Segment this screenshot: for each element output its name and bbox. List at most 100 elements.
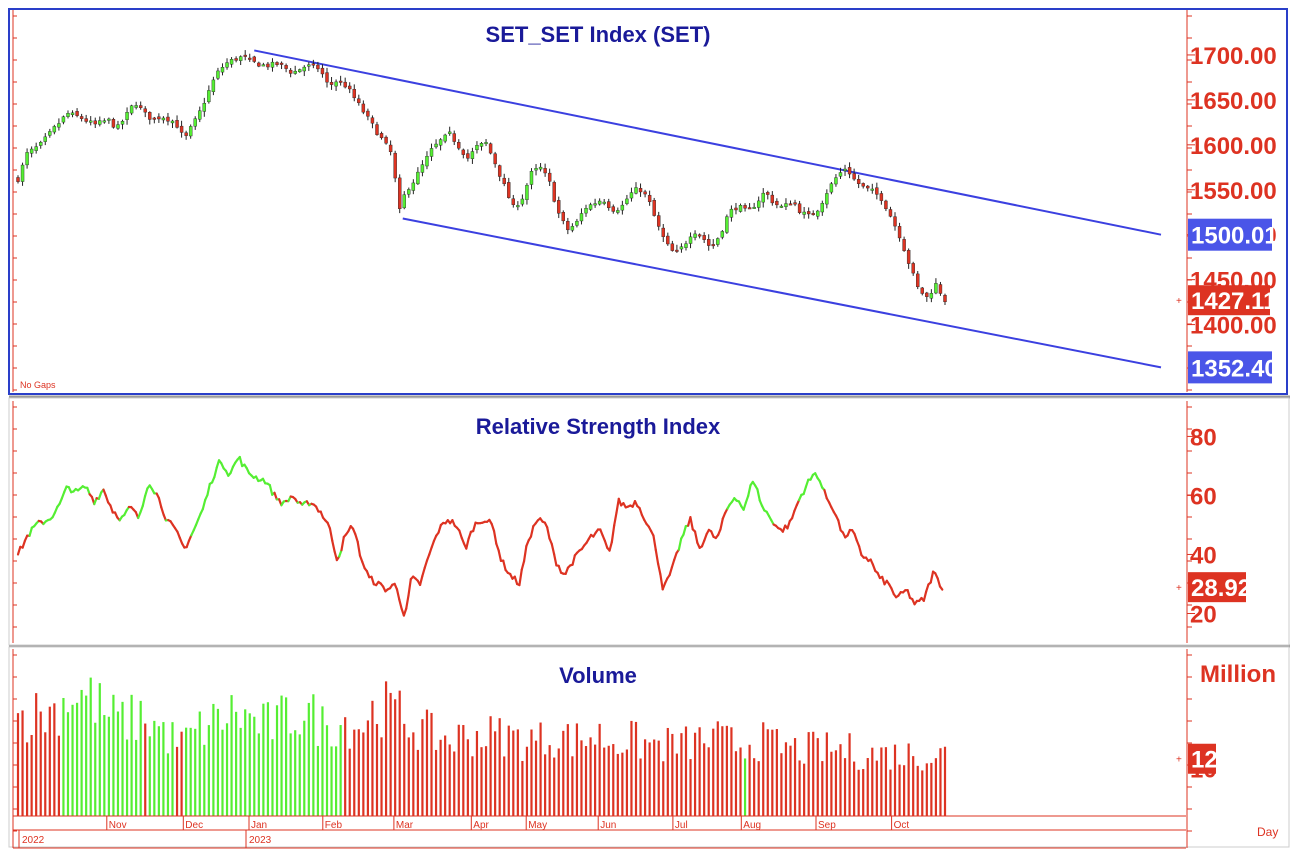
candle-body — [794, 203, 797, 205]
volume-bar — [194, 729, 196, 816]
volume-bar — [376, 724, 378, 816]
candle-body — [530, 171, 533, 184]
candle-body — [848, 167, 851, 174]
volume-bar — [567, 724, 569, 816]
volume-bar — [144, 724, 146, 816]
volume-bar — [844, 758, 846, 816]
volume-bar — [717, 721, 719, 816]
volume-bar — [417, 750, 419, 816]
volume-bar — [789, 746, 791, 816]
volume-bar — [167, 753, 169, 816]
candle-body — [930, 293, 933, 298]
price-note: No Gaps — [20, 380, 56, 390]
volume-bar — [121, 702, 123, 816]
volume-bar — [226, 723, 228, 816]
volume-bar — [253, 717, 255, 816]
candle-body — [775, 201, 778, 205]
volume-bar — [399, 691, 401, 816]
candle-body — [580, 213, 583, 221]
candle-body — [307, 65, 310, 67]
volume-bar — [217, 709, 219, 816]
volume-bar — [449, 744, 451, 816]
month-label: Aug — [743, 820, 761, 831]
volume-bar — [898, 765, 900, 816]
volume-bar — [917, 766, 919, 816]
volume-bar — [412, 732, 414, 816]
candle-body — [812, 213, 815, 215]
candle-body — [644, 192, 647, 194]
volume-bar — [235, 712, 237, 816]
candle-body — [544, 168, 547, 173]
candle-body — [589, 205, 592, 210]
candle-body — [126, 112, 129, 119]
rsi-chart-title: Relative Strength Index — [476, 414, 721, 439]
volume-bar — [94, 723, 96, 816]
candle-body — [630, 193, 633, 199]
candle-body — [39, 142, 42, 145]
volume-bar — [526, 747, 528, 816]
volume-bar — [317, 746, 319, 816]
candle-body — [257, 63, 260, 66]
volume-bar — [512, 731, 514, 816]
volume-bar — [371, 701, 373, 816]
volume-bar — [335, 746, 337, 816]
candle-body — [144, 109, 147, 112]
volume-bar — [480, 747, 482, 816]
candle-body — [21, 165, 24, 182]
candle-body — [739, 205, 742, 211]
candle-body — [471, 151, 474, 158]
candle-body — [744, 205, 747, 208]
volume-bar — [244, 709, 246, 816]
candle-body — [403, 195, 406, 208]
volume-bar — [499, 718, 501, 816]
volume-bar — [358, 729, 360, 816]
candle-body — [162, 118, 165, 120]
candle-body — [412, 183, 415, 191]
volume-bar — [580, 740, 582, 816]
candle-body — [475, 145, 478, 150]
candle-body — [857, 179, 860, 184]
volume-bar — [17, 713, 19, 816]
candle-body — [525, 185, 528, 200]
candle-body — [789, 204, 792, 206]
volume-bar — [571, 756, 573, 816]
candle-body — [571, 226, 574, 230]
candle-body — [303, 67, 306, 71]
volume-bar — [312, 694, 314, 816]
candle-body — [239, 57, 242, 61]
volume-bar — [608, 746, 610, 816]
candle-body — [480, 143, 483, 146]
candle-body — [603, 202, 606, 204]
volume-bar — [821, 761, 823, 816]
upper-channel-label: 1500.01 — [1188, 219, 1278, 251]
volume-bar — [635, 722, 637, 816]
candle-body — [757, 201, 760, 208]
candle-body — [625, 199, 628, 204]
volume-bar — [758, 761, 760, 816]
volume-bar — [703, 743, 705, 816]
candle-body — [730, 209, 733, 217]
volume-bar — [494, 731, 496, 816]
volume-bar — [390, 693, 392, 816]
month-label: Sep — [818, 820, 836, 831]
volume-bar — [535, 741, 537, 816]
price-y-tick-label: 1650.00 — [1190, 88, 1277, 115]
candle-body — [934, 283, 937, 293]
volume-bar — [767, 729, 769, 816]
candle-body — [585, 208, 588, 213]
candle-body — [85, 119, 88, 122]
volume-bar — [912, 756, 914, 816]
volume-bar — [521, 761, 523, 816]
volume-bar — [621, 753, 623, 816]
candle-body — [280, 63, 283, 64]
candle-body — [703, 235, 706, 239]
candle-body — [894, 217, 897, 226]
candle-body — [430, 148, 433, 156]
candle-body — [362, 104, 365, 112]
candle-body — [457, 142, 460, 148]
volume-bar — [694, 733, 696, 816]
price-chart-title: SET_SET Index (SET) — [486, 22, 711, 47]
candle-body — [94, 121, 97, 124]
volume-bar — [117, 711, 119, 816]
